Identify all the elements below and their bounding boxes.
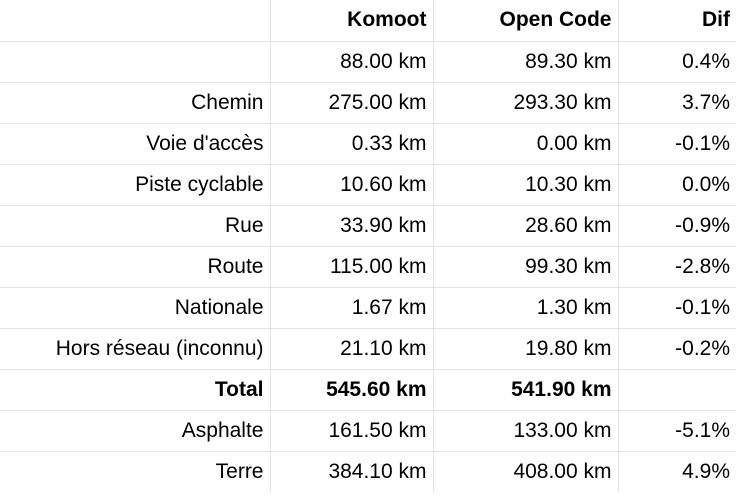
row-label-cell: Chemin bbox=[0, 81, 271, 124]
row-label-cell: Terre bbox=[0, 450, 271, 492]
open-code-cell: 19.80 km bbox=[432, 327, 619, 370]
table-row: Voie d'accès 0.33 km 0.00 km -0.1% bbox=[0, 122, 736, 165]
dif-cell: -0.9% bbox=[617, 204, 736, 247]
komoot-cell: 0.33 km bbox=[269, 122, 434, 165]
dif-cell: -2.8% bbox=[617, 245, 736, 288]
header-cell-open-code: Open Code bbox=[432, 0, 619, 42]
open-code-cell: 541.90 km bbox=[432, 368, 619, 411]
open-code-cell: 28.60 km bbox=[432, 204, 619, 247]
komoot-cell: 275.00 km bbox=[269, 81, 434, 124]
komoot-cell: 545.60 km bbox=[269, 368, 434, 411]
header-cell-komoot: Komoot bbox=[269, 0, 434, 42]
komoot-cell: 21.10 km bbox=[269, 327, 434, 370]
open-code-cell: 408.00 km bbox=[432, 450, 619, 492]
table-row: Chemin 275.00 km 293.30 km 3.7% bbox=[0, 81, 736, 124]
dif-cell: 0.4% bbox=[617, 40, 736, 83]
open-code-cell: 0.00 km bbox=[432, 122, 619, 165]
dif-cell: 4.9% bbox=[617, 450, 736, 492]
dif-cell: -5.1% bbox=[617, 409, 736, 452]
table-row: Nationale 1.67 km 1.30 km -0.1% bbox=[0, 286, 736, 329]
komoot-cell: 1.67 km bbox=[269, 286, 434, 329]
open-code-cell: 293.30 km bbox=[432, 81, 619, 124]
row-label-cell: Piste cyclable bbox=[0, 163, 271, 206]
komoot-cell: 10.60 km bbox=[269, 163, 434, 206]
dif-cell: -0.1% bbox=[617, 122, 736, 165]
open-code-cell: 1.30 km bbox=[432, 286, 619, 329]
row-label-cell: Route bbox=[0, 245, 271, 288]
row-label-cell: Nationale bbox=[0, 286, 271, 329]
komoot-cell: 161.50 km bbox=[269, 409, 434, 452]
komoot-cell: 115.00 km bbox=[269, 245, 434, 288]
open-code-cell: 89.30 km bbox=[432, 40, 619, 83]
dif-cell: 3.7% bbox=[617, 81, 736, 124]
dif-cell: -0.1% bbox=[617, 286, 736, 329]
header-cell-label bbox=[0, 0, 271, 42]
row-label-cell: Voie d'accès bbox=[0, 122, 271, 165]
table-row: Terre 384.10 km 408.00 km 4.9% bbox=[0, 450, 736, 492]
table-row: Hors réseau (inconnu) 21.10 km 19.80 km -0.… bbox=[0, 327, 736, 370]
table-row: Rue 33.90 km 28.60 km -0.9% bbox=[0, 204, 736, 247]
row-label-cell: Total bbox=[0, 368, 271, 411]
table-row: Asphalte 161.50 km 133.00 km -5.1% bbox=[0, 409, 736, 452]
open-code-cell: 133.00 km bbox=[432, 409, 619, 452]
total-row: Total 545.60 km 541.90 km bbox=[0, 368, 736, 411]
komoot-cell: 33.90 km bbox=[269, 204, 434, 247]
header-cell-dif: Dif bbox=[617, 0, 736, 42]
row-label-cell bbox=[0, 40, 271, 83]
table-row: Piste cyclable 10.60 km 10.30 km 0.0% bbox=[0, 163, 736, 206]
row-label-cell: Asphalte bbox=[0, 409, 271, 452]
table-row: Route 115.00 km 99.30 km -2.8% bbox=[0, 245, 736, 288]
komoot-cell: 88.00 km bbox=[269, 40, 434, 83]
row-label-cell: Hors réseau (inconnu) bbox=[0, 327, 271, 370]
dif-cell bbox=[617, 368, 736, 411]
table-row: 88.00 km 89.30 km 0.4% bbox=[0, 40, 736, 83]
dif-cell: -0.2% bbox=[617, 327, 736, 370]
open-code-cell: 10.30 km bbox=[432, 163, 619, 206]
header-row: Komoot Open Code Dif bbox=[0, 0, 736, 42]
row-label-cell: Rue bbox=[0, 204, 271, 247]
open-code-cell: 99.30 km bbox=[432, 245, 619, 288]
dif-cell: 0.0% bbox=[617, 163, 736, 206]
komoot-cell: 384.10 km bbox=[269, 450, 434, 492]
